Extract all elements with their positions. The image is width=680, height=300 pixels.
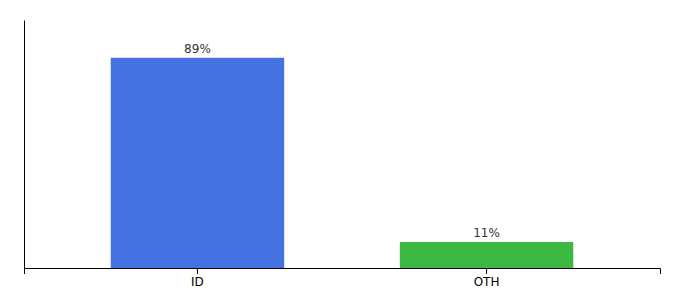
x-tick-mark	[197, 268, 198, 274]
bars	[111, 58, 574, 268]
x-tick-label: ID	[191, 275, 204, 289]
chart: ID OTH 89% 11%	[0, 0, 680, 300]
x-tick-mark	[486, 268, 487, 274]
x-axis-line	[25, 269, 661, 275]
x-axis: ID OTH	[25, 268, 661, 289]
data-label: 89%	[184, 42, 211, 56]
x-tick-label: OTH	[474, 275, 500, 289]
plot: ID OTH 89% 11%	[25, 21, 661, 289]
x-tick: OTH	[474, 268, 500, 289]
bar	[400, 242, 573, 268]
bar	[111, 58, 284, 268]
data-label: 11%	[473, 226, 500, 240]
x-tick: ID	[191, 268, 204, 289]
y-axis-line	[24, 21, 25, 269]
y-axis	[24, 21, 25, 269]
data-labels: 89% 11%	[184, 42, 500, 240]
